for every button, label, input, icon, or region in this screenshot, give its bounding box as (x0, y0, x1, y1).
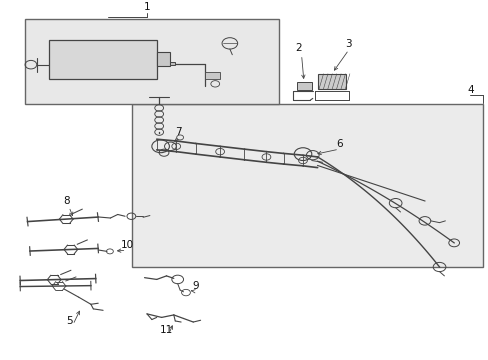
Bar (170, 62, 175, 66)
Bar (297, 82, 311, 90)
Bar (132, 104, 483, 267)
Text: 6: 6 (336, 139, 342, 149)
Text: 8: 8 (63, 195, 70, 206)
Text: 9: 9 (192, 281, 199, 291)
Text: 7: 7 (175, 127, 182, 137)
Text: 5: 5 (66, 316, 73, 326)
Bar (157, 52, 170, 67)
Bar (317, 74, 345, 89)
Bar (205, 72, 220, 79)
Text: 2: 2 (294, 43, 301, 53)
Bar (25, 18, 278, 104)
Text: 1: 1 (143, 3, 150, 13)
Text: 3: 3 (345, 39, 351, 49)
Text: 10: 10 (121, 240, 134, 250)
Text: 4: 4 (467, 85, 473, 95)
Text: 11: 11 (160, 325, 173, 335)
Bar (49, 40, 157, 79)
